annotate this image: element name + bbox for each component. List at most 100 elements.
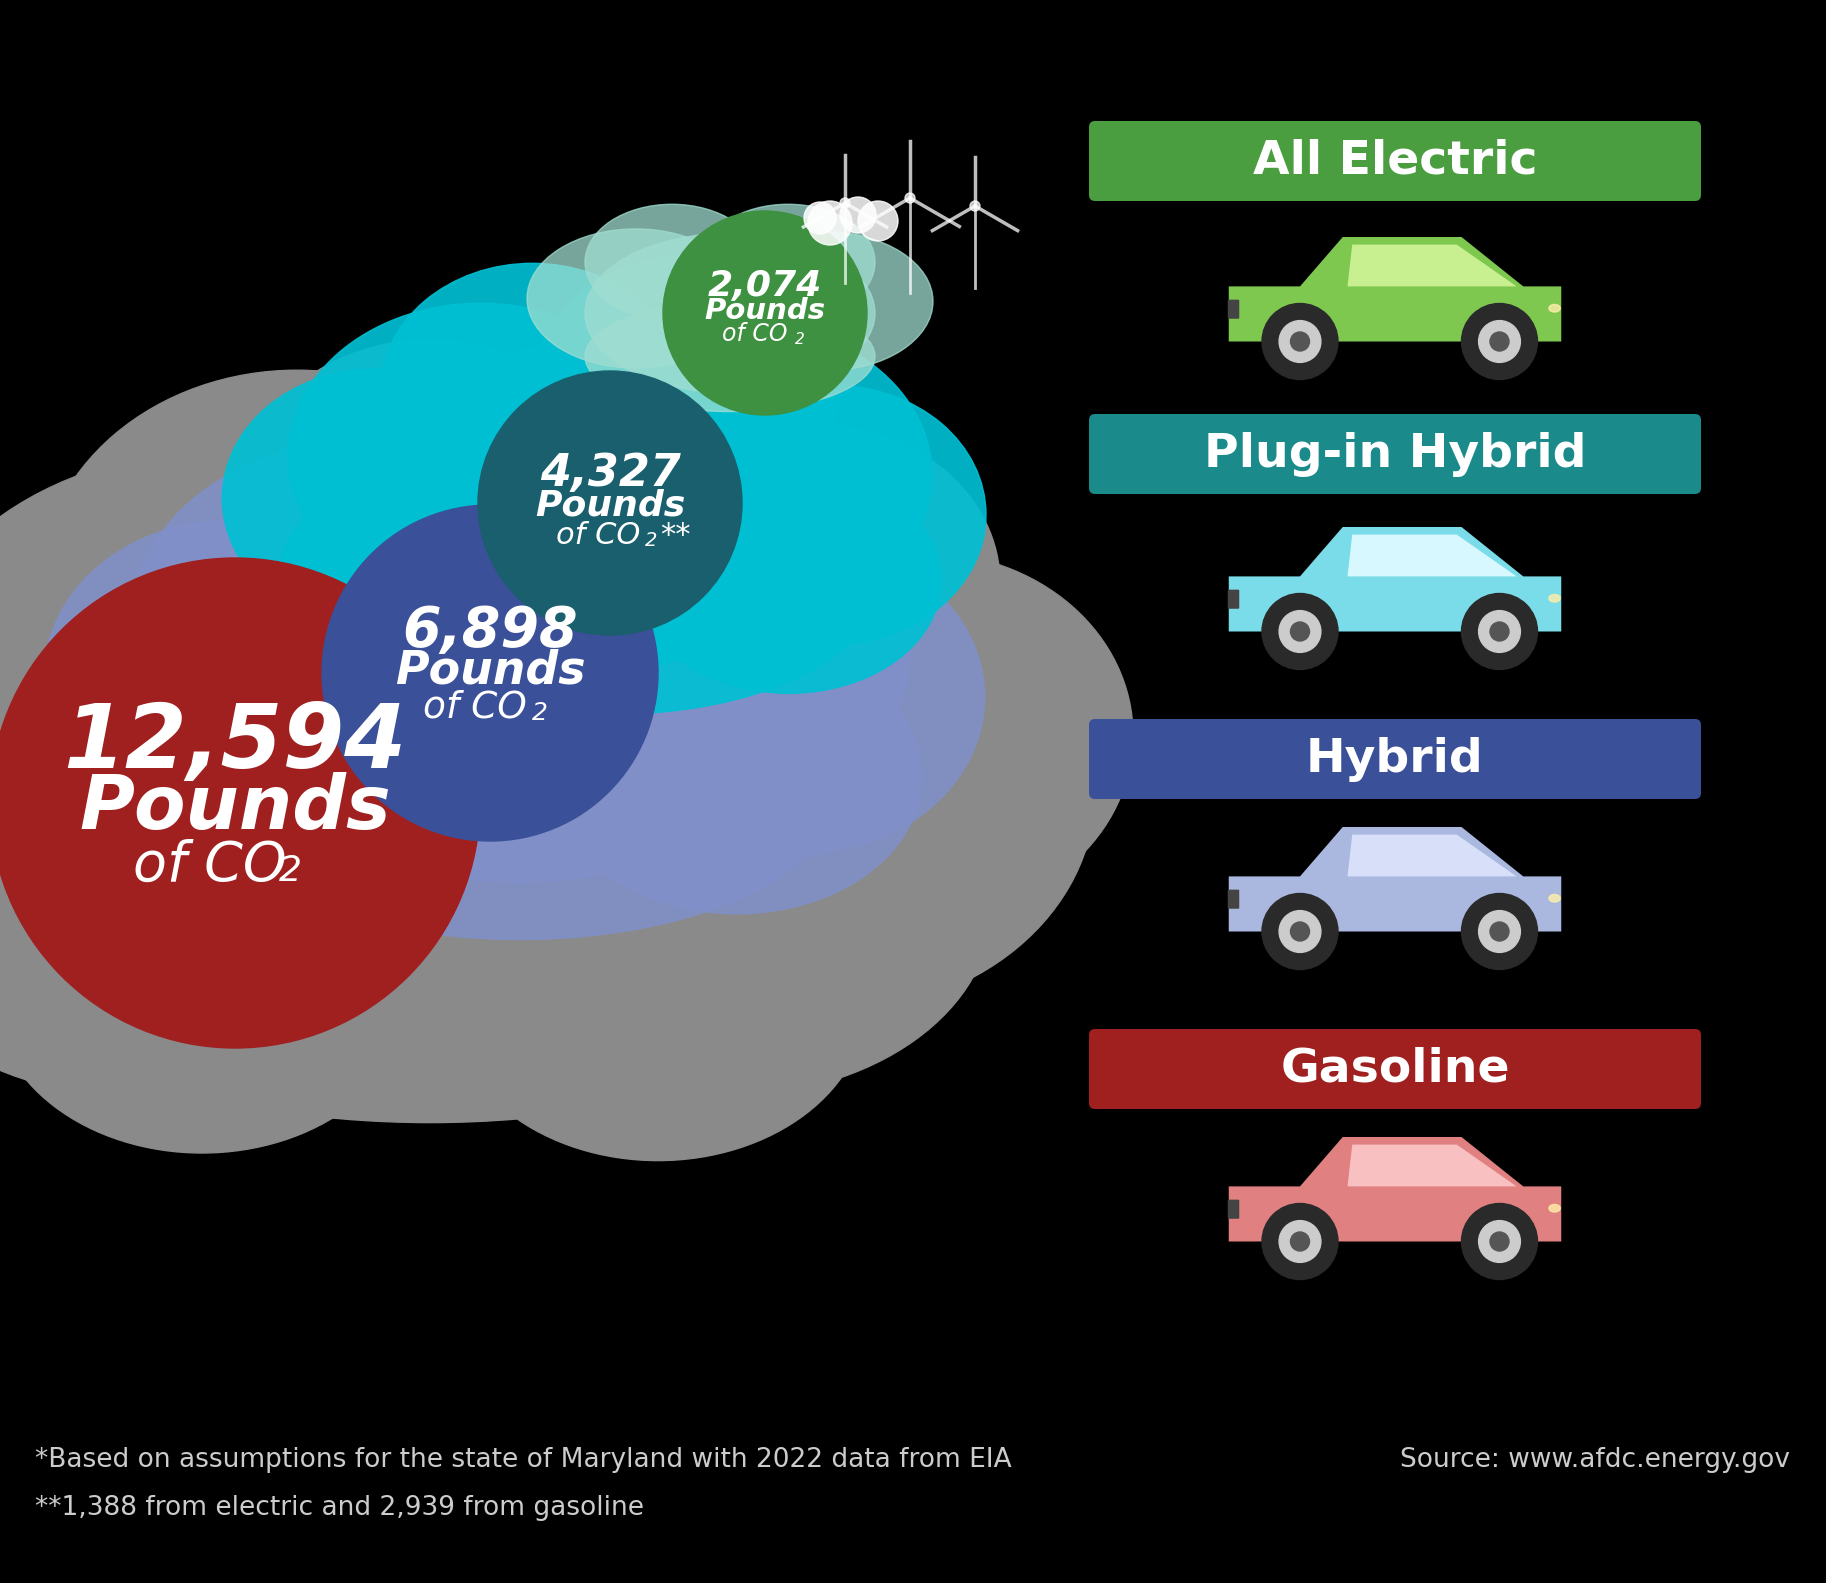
Ellipse shape <box>334 488 981 981</box>
Ellipse shape <box>562 571 1096 1013</box>
Circle shape <box>1490 332 1508 351</box>
Ellipse shape <box>289 304 674 609</box>
Ellipse shape <box>0 834 411 1152</box>
Circle shape <box>1479 1220 1521 1262</box>
Text: **: ** <box>659 521 690 549</box>
Ellipse shape <box>0 552 126 918</box>
Ellipse shape <box>584 204 760 320</box>
Ellipse shape <box>1548 304 1559 312</box>
Polygon shape <box>1348 535 1517 576</box>
Ellipse shape <box>551 640 922 913</box>
Circle shape <box>1291 1232 1309 1251</box>
Ellipse shape <box>38 370 555 810</box>
Ellipse shape <box>1548 595 1559 602</box>
Polygon shape <box>1348 834 1517 877</box>
Text: *Based on assumptions for the state of Maryland with 2022 data from EIA: *Based on assumptions for the state of M… <box>35 1447 1012 1474</box>
Ellipse shape <box>298 363 829 804</box>
Ellipse shape <box>241 393 612 706</box>
Circle shape <box>1490 921 1508 940</box>
Ellipse shape <box>584 301 875 412</box>
Ellipse shape <box>279 467 584 693</box>
Polygon shape <box>1229 1137 1561 1241</box>
Circle shape <box>1461 594 1537 670</box>
Text: Plug-in Hybrid: Plug-in Hybrid <box>1203 432 1587 476</box>
Text: 2,074: 2,074 <box>708 269 822 302</box>
Ellipse shape <box>223 369 528 627</box>
Ellipse shape <box>374 339 845 668</box>
Ellipse shape <box>584 233 875 393</box>
Circle shape <box>906 193 915 203</box>
Text: of CO: of CO <box>723 321 787 347</box>
FancyBboxPatch shape <box>1227 1200 1240 1219</box>
Circle shape <box>807 201 853 245</box>
Ellipse shape <box>444 464 911 834</box>
Text: All Electric: All Electric <box>1253 138 1537 184</box>
Ellipse shape <box>701 204 875 320</box>
Polygon shape <box>1229 237 1561 342</box>
FancyBboxPatch shape <box>1088 415 1702 494</box>
Ellipse shape <box>0 552 298 994</box>
Circle shape <box>1490 1232 1508 1251</box>
Ellipse shape <box>0 716 400 1095</box>
Text: Pounds: Pounds <box>535 488 685 522</box>
Text: 6,898: 6,898 <box>402 605 577 659</box>
Ellipse shape <box>546 321 931 627</box>
Circle shape <box>0 557 480 1048</box>
Circle shape <box>1291 622 1309 641</box>
Ellipse shape <box>44 521 415 834</box>
Circle shape <box>1490 622 1508 641</box>
Circle shape <box>1278 910 1320 953</box>
Ellipse shape <box>716 231 933 370</box>
Circle shape <box>663 211 867 415</box>
Ellipse shape <box>201 643 840 939</box>
Circle shape <box>840 196 876 233</box>
Ellipse shape <box>0 728 886 1122</box>
Circle shape <box>1278 1220 1320 1262</box>
Ellipse shape <box>460 716 992 1095</box>
FancyBboxPatch shape <box>1227 890 1240 909</box>
Text: of CO: of CO <box>555 521 641 549</box>
Circle shape <box>1479 611 1521 652</box>
Text: of CO: of CO <box>424 689 528 725</box>
Circle shape <box>1278 611 1320 652</box>
Polygon shape <box>1229 527 1561 632</box>
Ellipse shape <box>528 230 745 369</box>
FancyBboxPatch shape <box>1088 1029 1702 1110</box>
Text: Pounds: Pounds <box>705 298 825 325</box>
Polygon shape <box>1229 826 1561 931</box>
Ellipse shape <box>49 507 811 1038</box>
Ellipse shape <box>635 467 942 693</box>
Ellipse shape <box>621 423 1001 742</box>
Circle shape <box>1461 1203 1537 1279</box>
Ellipse shape <box>1548 894 1559 902</box>
Ellipse shape <box>1548 1205 1559 1213</box>
Circle shape <box>858 201 898 241</box>
Circle shape <box>1479 910 1521 953</box>
Polygon shape <box>1348 1145 1517 1186</box>
Ellipse shape <box>535 256 840 514</box>
Text: Gasoline: Gasoline <box>1280 1046 1510 1092</box>
Circle shape <box>1262 893 1338 969</box>
Text: 2: 2 <box>645 530 657 549</box>
Ellipse shape <box>380 263 685 522</box>
Ellipse shape <box>429 383 800 697</box>
Text: 2: 2 <box>531 701 548 725</box>
Circle shape <box>1291 332 1309 351</box>
Ellipse shape <box>236 483 805 882</box>
Polygon shape <box>1348 245 1517 287</box>
Text: 12,594: 12,594 <box>64 700 407 787</box>
Text: 2: 2 <box>794 331 805 347</box>
Circle shape <box>1262 594 1338 670</box>
Ellipse shape <box>449 842 867 1160</box>
Ellipse shape <box>0 450 544 943</box>
Ellipse shape <box>347 470 873 714</box>
Text: Pounds: Pounds <box>394 649 586 693</box>
Ellipse shape <box>130 440 597 810</box>
Ellipse shape <box>716 552 1132 918</box>
Circle shape <box>1262 1203 1338 1279</box>
Circle shape <box>321 505 657 841</box>
Circle shape <box>1291 921 1309 940</box>
Circle shape <box>803 203 836 234</box>
FancyBboxPatch shape <box>1088 719 1702 799</box>
Text: Source: www.afdc.energy.gov: Source: www.afdc.energy.gov <box>1401 1447 1789 1474</box>
